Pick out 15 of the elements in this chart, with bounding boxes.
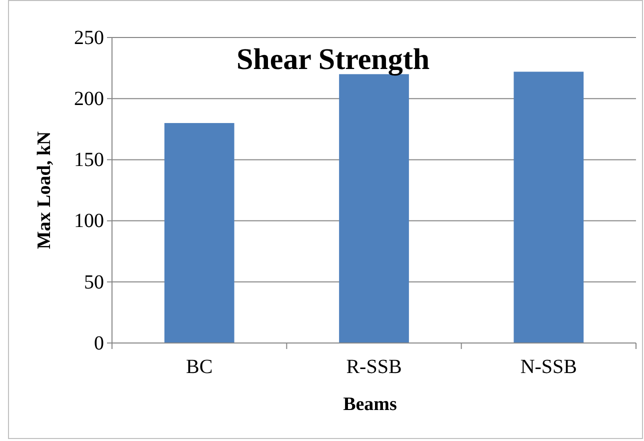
bar <box>164 123 234 343</box>
y-tick-label: 200 <box>74 88 104 110</box>
y-tick-label: 150 <box>74 149 104 172</box>
x-tick-label: R-SSB <box>346 356 402 378</box>
x-tick-label: BC <box>186 356 213 378</box>
x-tick-label: N-SSB <box>520 356 578 378</box>
y-tick-label: 250 <box>74 26 104 49</box>
x-axis-title: Beams <box>343 394 397 415</box>
chart-title: Shear Strength <box>236 43 430 76</box>
bar <box>339 74 409 343</box>
bar <box>514 72 584 343</box>
y-tick-label: 50 <box>84 271 104 294</box>
y-axis-title: Max Load, kN <box>34 131 55 250</box>
y-tick-label: 0 <box>94 332 104 354</box>
y-tick-label: 100 <box>74 210 104 232</box>
